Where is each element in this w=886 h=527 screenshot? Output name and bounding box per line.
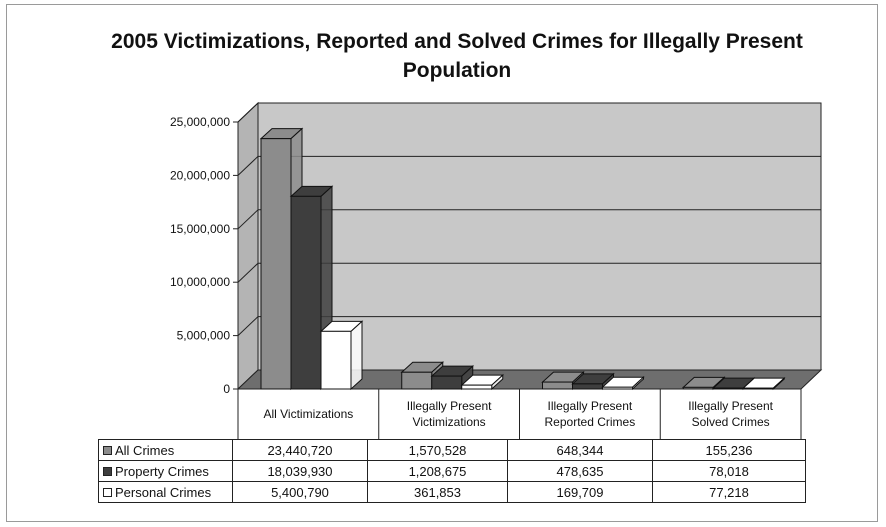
y-tick-label: 10,000,000 [170, 275, 230, 289]
bar [682, 386, 714, 390]
x-tick-label: Illegally Present Reported Crimes [545, 399, 636, 429]
gridline-side [237, 262, 259, 283]
y-tick-label: 5,000,000 [177, 329, 231, 343]
bar [290, 195, 322, 390]
gridline-side [237, 209, 259, 230]
legend-swatch [103, 445, 112, 455]
x-tick-label: All Victimizations [263, 407, 353, 421]
bar-side [350, 320, 363, 391]
bar [742, 387, 774, 390]
data-label: 648,344 [507, 439, 653, 461]
gridline-side [237, 102, 259, 123]
x-tick-label: Illegally Present Solved Crimes [688, 399, 773, 429]
data-label: 169,709 [507, 481, 653, 503]
plot-side-wall [237, 101, 259, 391]
x-tick-label: Illegally Present Victimizations [407, 399, 492, 429]
legend-entry: Personal Crimes [98, 481, 233, 503]
legend-label: Personal Crimes [115, 484, 212, 500]
bar [712, 387, 744, 390]
bar [431, 375, 463, 390]
y-tick-label: 15,000,000 [170, 222, 230, 236]
bar [320, 330, 352, 390]
table-row: All Crimes 23,440,720 1,570,528 648,344 155,… [98, 439, 806, 461]
legend-swatch [103, 487, 112, 497]
bar [401, 371, 433, 390]
y-tick-label: 0 [223, 382, 230, 396]
data-label: 155,236 [652, 439, 806, 461]
data-label: 78,018 [652, 460, 806, 482]
chart-title: 2005 Victimizations, Reported and Solved… [111, 30, 803, 82]
table-row: Personal Crimes 5,400,790 361,853 169,709 77… [98, 481, 806, 503]
legend-label: All Crimes [115, 442, 175, 458]
data-label: 361,853 [367, 481, 508, 503]
y-tick-label: 25,000,000 [170, 115, 230, 129]
table-row: Property Crimes 18,039,930 1,208,675 478,63… [98, 460, 806, 482]
legend-label: Property Crimes [115, 463, 209, 479]
gridline-side [237, 316, 259, 336]
data-label: 478,635 [507, 460, 653, 482]
data-label: 18,039,930 [232, 460, 368, 482]
y-tick-label: 20,000,000 [170, 168, 230, 182]
legend-swatch [103, 466, 112, 476]
data-table: All Crimes 23,440,720 1,570,528 648,344 155,… [98, 439, 806, 503]
data-label: 23,440,720 [232, 439, 368, 461]
bar [572, 383, 603, 390]
bar [542, 381, 573, 390]
data-label: 1,208,675 [367, 460, 508, 482]
data-label: 1,570,528 [367, 439, 508, 461]
gridline-side [237, 156, 259, 176]
bar [260, 138, 292, 390]
bar [602, 386, 633, 390]
legend-entry: Property Crimes [98, 460, 233, 482]
data-label: 77,218 [652, 481, 806, 503]
bar [461, 384, 493, 390]
legend-entry: All Crimes [98, 439, 233, 461]
data-label: 5,400,790 [232, 481, 368, 503]
